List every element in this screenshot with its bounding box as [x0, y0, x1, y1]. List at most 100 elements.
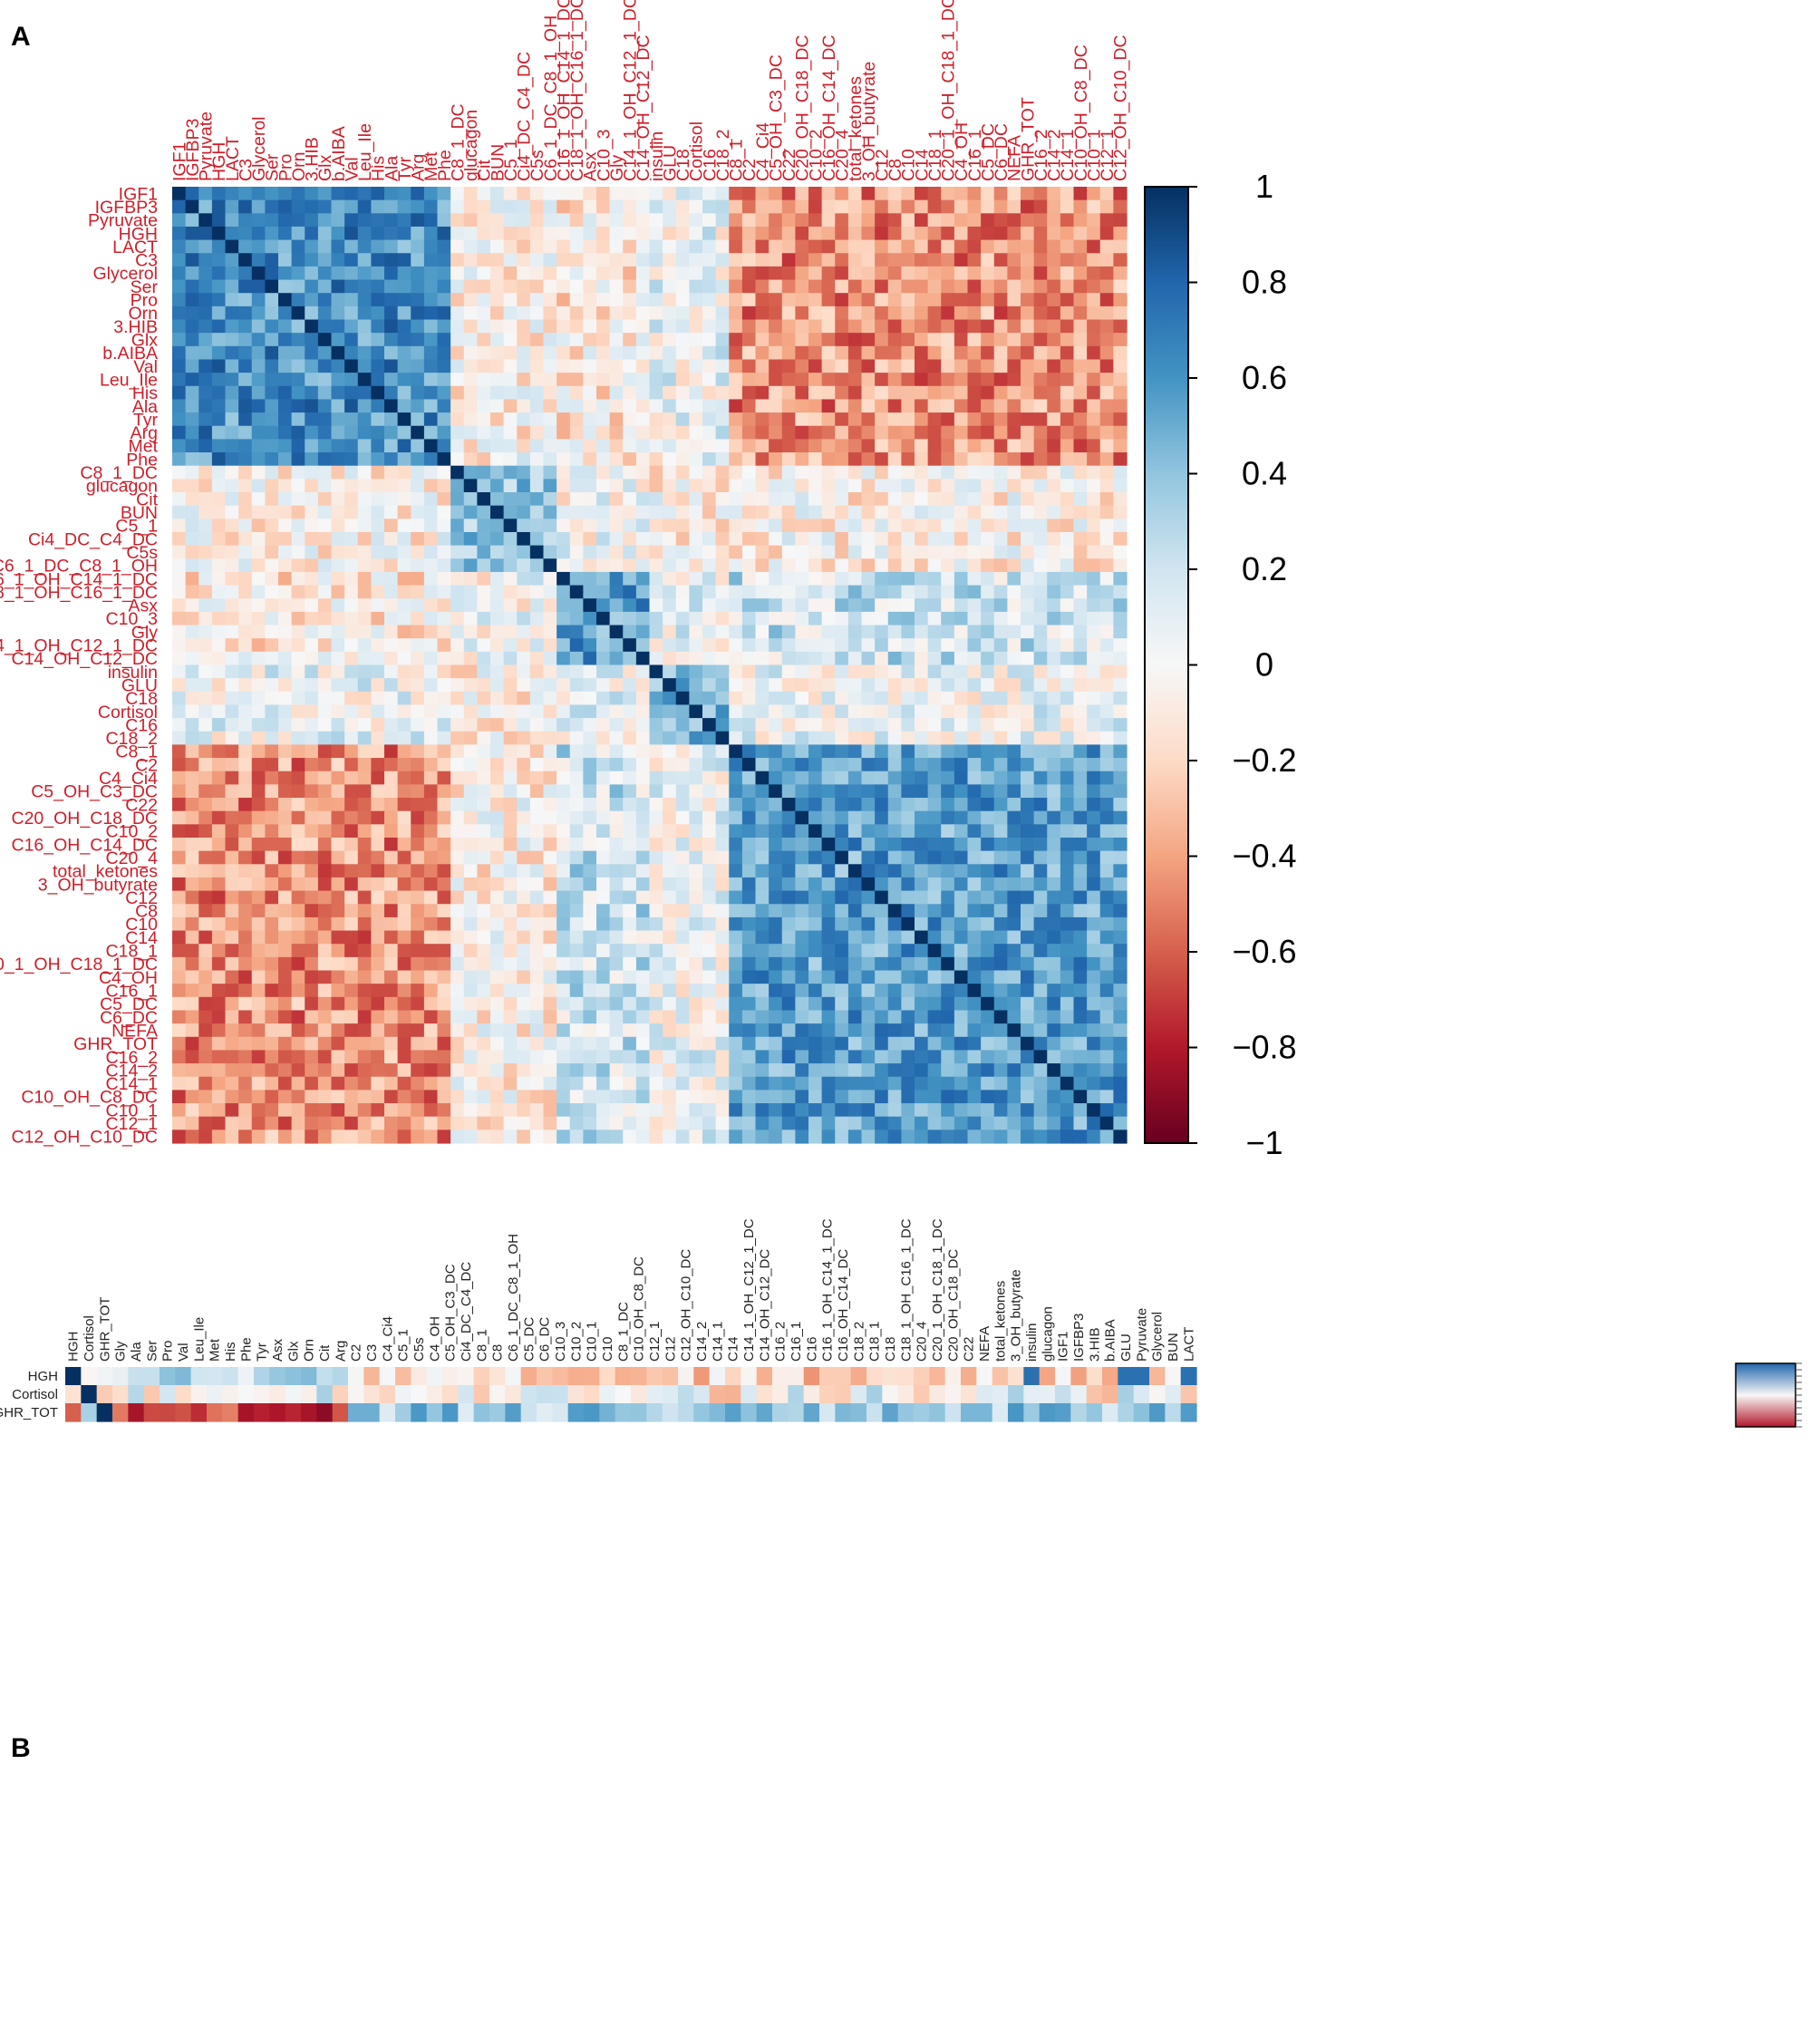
heatmap-a-cell [861, 479, 876, 493]
heatmap-a-cell [305, 465, 319, 480]
heatmap-a-cell [583, 333, 597, 347]
heatmap-a-cell [847, 187, 863, 201]
heatmap-a-cell [305, 305, 319, 321]
heatmap-a-cell [357, 545, 372, 559]
heatmap-a-cell [715, 492, 730, 507]
heatmap-a-cell [993, 571, 1008, 587]
heatmap-a-cell [1073, 385, 1088, 401]
heatmap-a-cell [411, 558, 425, 573]
heatmap-a-cell [317, 784, 333, 799]
heatmap-a-cell [490, 1090, 505, 1104]
heatmap-a-cell [1033, 505, 1048, 519]
heatmap-a-cell [517, 345, 531, 361]
heatmap-a-cell [251, 864, 266, 878]
heatmap-a-cell [529, 519, 545, 533]
heatmap-a-cell [981, 1050, 995, 1064]
heatmap-a-cell [729, 359, 743, 373]
heatmap-a-cell [1113, 744, 1128, 759]
heatmap-a-cell [1047, 678, 1061, 693]
heatmap-a-cell [835, 253, 849, 267]
heatmap-a-cell [238, 784, 253, 799]
heatmap-a-cell [517, 771, 531, 785]
heatmap-a-cell [225, 1036, 239, 1052]
heatmap-a-cell [623, 678, 637, 693]
heatmap-a-cell [503, 837, 518, 852]
heatmap-a-cell [411, 837, 425, 852]
heatmap-a-cell [635, 465, 651, 480]
heatmap-a-cell [1021, 385, 1035, 401]
heatmap-a-cell [437, 638, 451, 653]
heatmap-a-cell [808, 571, 823, 587]
heatmap-a-cell [1033, 984, 1048, 998]
heatmap-a-cell [357, 1103, 372, 1118]
heatmap-a-cell [384, 425, 399, 440]
heatmap-a-cell [583, 837, 597, 852]
heatmap-a-cell [331, 293, 345, 307]
heatmap-a-cell [847, 970, 863, 984]
heatmap-a-cell [557, 930, 571, 945]
heatmap-a-cell [927, 904, 942, 918]
heatmap-a-cell [1033, 664, 1048, 679]
heatmap-a-cell [397, 1050, 411, 1064]
heatmap-a-cell [875, 731, 889, 746]
heatmap-a-cell [702, 691, 717, 706]
heatmap-a-cell [291, 744, 305, 759]
heatmap-a-cell [967, 678, 982, 693]
heatmap-a-cell [596, 558, 611, 573]
heatmap-a-cell [769, 916, 783, 932]
heatmap-a-cell [1033, 1050, 1048, 1064]
heatmap-a-cell [635, 837, 651, 852]
heatmap-a-cell [1047, 890, 1061, 905]
heatmap-a-cell [529, 333, 545, 347]
heatmap-a-cell [609, 505, 624, 519]
heatmap-a-cell [1099, 651, 1114, 666]
heatmap-a-cell [623, 758, 637, 772]
heatmap-a-cell [317, 1063, 333, 1078]
heatmap-a-cell [702, 984, 717, 998]
heatmap-a-cell [901, 916, 915, 932]
heatmap-a-cell [291, 1090, 305, 1104]
heatmap-a-cell [583, 345, 597, 361]
heatmap-a-cell [623, 970, 637, 984]
heatmap-a-cell [835, 305, 849, 321]
heatmap-a-cell [993, 916, 1008, 932]
heatmap-a-cell [463, 531, 478, 547]
heatmap-a-cell [887, 691, 902, 706]
heatmap-a-cell [305, 984, 319, 998]
heatmap-a-cell [649, 333, 663, 347]
heatmap-a-cell [941, 399, 955, 413]
heatmap-a-cell [927, 226, 942, 241]
heatmap-a-cell [967, 239, 982, 254]
heatmap-a-cell [781, 758, 796, 772]
heatmap-a-cell [490, 266, 505, 281]
heatmap-a-cell [543, 904, 557, 918]
heatmap-a-cell [847, 1023, 863, 1038]
heatmap-a-cell [1113, 199, 1128, 214]
heatmap-a-cell [887, 253, 902, 267]
heatmap-a-cell [543, 492, 557, 507]
heatmap-a-cell [927, 916, 942, 932]
heatmap-a-cell [384, 664, 399, 679]
heatmap-a-cell [344, 571, 359, 587]
heatmap-a-cell [569, 638, 584, 653]
heatmap-a-cell [357, 850, 372, 865]
heatmap-a-cell [463, 187, 478, 201]
heatmap-a-cell [1047, 984, 1061, 998]
heatmap-a-cell [437, 412, 451, 427]
heatmap-a-cell [569, 625, 584, 639]
heatmap-a-cell [529, 904, 545, 918]
heatmap-a-cell [517, 585, 531, 599]
heatmap-a-cell [517, 691, 531, 706]
heatmap-a-cell [437, 1050, 451, 1064]
heatmap-a-cell [291, 664, 305, 679]
heatmap-a-cell [861, 984, 876, 998]
heatmap-a-cell [251, 333, 266, 347]
heatmap-a-cell [741, 718, 757, 732]
heatmap-a-cell [344, 664, 359, 679]
heatmap-a-cell [490, 333, 505, 347]
heatmap-a-cell [967, 850, 982, 865]
heatmap-a-cell [635, 519, 651, 533]
heatmap-a-cell [635, 319, 651, 334]
heatmap-a-cell [741, 519, 757, 533]
heatmap-a-cell [635, 651, 651, 666]
